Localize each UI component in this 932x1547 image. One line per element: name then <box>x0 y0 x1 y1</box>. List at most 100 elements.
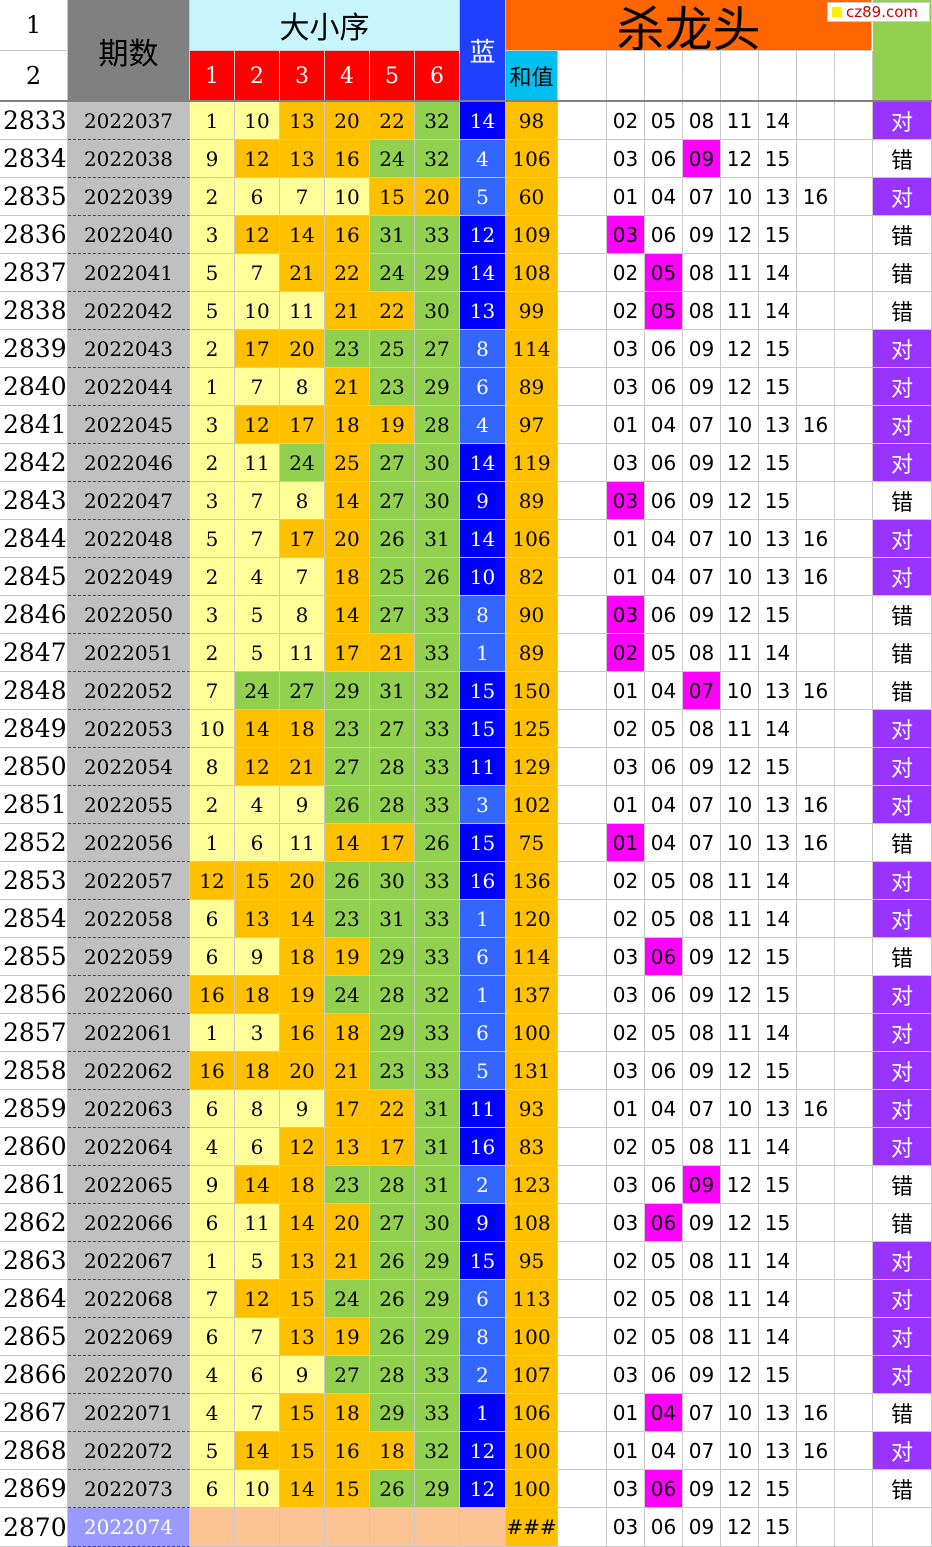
ball-cell[interactable]: 29 <box>370 1394 415 1432</box>
ball-cell[interactable]: 33 <box>415 748 460 786</box>
prediction-cell[interactable]: 09 <box>683 1356 721 1394</box>
ball-cell[interactable]: 3 <box>190 216 235 254</box>
ball-cell[interactable]: 18 <box>325 558 370 596</box>
prediction-cell[interactable]: 09 <box>683 1470 721 1508</box>
blue-ball-cell[interactable]: 15 <box>460 672 506 710</box>
ball-cell[interactable]: 19 <box>370 406 415 444</box>
ball-cell[interactable]: 14 <box>325 482 370 520</box>
empty-cell[interactable] <box>835 1280 873 1318</box>
ball-cell[interactable]: 33 <box>415 1052 460 1090</box>
ball-cell[interactable]: 7 <box>235 368 280 406</box>
prediction-cell[interactable]: 14 <box>759 1280 797 1318</box>
prediction-cell[interactable]: 12 <box>721 140 759 178</box>
blue-ball-cell[interactable]: 16 <box>460 862 506 900</box>
blue-ball-cell[interactable]: 4 <box>460 140 506 178</box>
prediction-cell[interactable]: 07 <box>683 406 721 444</box>
ball-cell[interactable]: 29 <box>325 672 370 710</box>
empty-cell[interactable] <box>558 900 607 938</box>
period-cell[interactable]: 2022060 <box>68 976 190 1014</box>
result-cell[interactable]: 错 <box>873 634 932 672</box>
blue-ball-cell[interactable]: 1 <box>460 900 506 938</box>
row-number[interactable]: 2836 <box>0 216 68 254</box>
prediction-cell[interactable]: 15 <box>759 596 797 634</box>
empty-cell[interactable] <box>558 140 607 178</box>
empty-cell[interactable] <box>558 786 607 824</box>
ball-cell[interactable]: 29 <box>415 1280 460 1318</box>
ball-cell[interactable]: 17 <box>325 1090 370 1128</box>
prediction-cell[interactable]: 03 <box>607 482 645 520</box>
prediction-cell[interactable]: 01 <box>607 786 645 824</box>
prediction-cell[interactable]: 05 <box>645 102 683 140</box>
prediction-cell[interactable]: 10 <box>721 786 759 824</box>
ball-cell[interactable]: 27 <box>415 330 460 368</box>
sum-cell[interactable]: 131 <box>506 1052 558 1090</box>
prediction-cell[interactable]: 15 <box>759 1356 797 1394</box>
empty-cell[interactable] <box>835 51 873 102</box>
ball-cell[interactable]: 6 <box>235 1128 280 1166</box>
prediction-cell[interactable]: 16 <box>797 178 835 216</box>
dxx-header[interactable]: 大小序 <box>190 0 460 51</box>
period-header[interactable]: 期数 <box>68 0 190 102</box>
prediction-cell[interactable]: 09 <box>683 938 721 976</box>
sum-cell[interactable]: 114 <box>506 938 558 976</box>
row-number[interactable]: 2858 <box>0 1052 68 1090</box>
ball-column-header[interactable]: 6 <box>415 51 460 102</box>
empty-cell[interactable] <box>558 1508 607 1547</box>
sum-cell[interactable]: 75 <box>506 824 558 862</box>
prediction-cell[interactable]: 15 <box>759 1470 797 1508</box>
period-cell[interactable]: 2022056 <box>68 824 190 862</box>
row-number[interactable]: 2841 <box>0 406 68 444</box>
prediction-cell[interactable]: 08 <box>683 1128 721 1166</box>
empty-cell[interactable] <box>558 482 607 520</box>
ball-cell[interactable] <box>235 1508 280 1547</box>
period-cell[interactable]: 2022043 <box>68 330 190 368</box>
empty-cell[interactable] <box>835 254 873 292</box>
period-cell[interactable]: 2022054 <box>68 748 190 786</box>
ball-cell[interactable]: 7 <box>235 520 280 558</box>
prediction-cell[interactable]: 08 <box>683 1014 721 1052</box>
ball-cell[interactable]: 27 <box>280 672 325 710</box>
ball-cell[interactable]: 6 <box>190 900 235 938</box>
ball-cell[interactable]: 26 <box>370 1242 415 1280</box>
empty-cell[interactable] <box>797 51 835 102</box>
prediction-cell[interactable]: 11 <box>721 1280 759 1318</box>
ball-cell[interactable]: 6 <box>235 178 280 216</box>
prediction-cell[interactable]: 09 <box>683 444 721 482</box>
prediction-cell[interactable] <box>797 482 835 520</box>
ball-cell[interactable]: 20 <box>280 862 325 900</box>
ball-cell[interactable]: 15 <box>370 178 415 216</box>
prediction-cell[interactable]: 08 <box>683 1318 721 1356</box>
ball-cell[interactable]: 32 <box>415 1432 460 1470</box>
prediction-cell[interactable]: 10 <box>721 824 759 862</box>
prediction-cell[interactable]: 14 <box>759 1318 797 1356</box>
row-label-1[interactable]: 1 <box>0 0 68 51</box>
ball-cell[interactable]: 28 <box>370 1166 415 1204</box>
sum-cell[interactable]: 120 <box>506 900 558 938</box>
prediction-cell[interactable]: 05 <box>645 1014 683 1052</box>
empty-cell[interactable] <box>835 634 873 672</box>
ball-cell[interactable]: 14 <box>325 824 370 862</box>
ball-cell[interactable]: 24 <box>370 140 415 178</box>
empty-cell[interactable] <box>835 1128 873 1166</box>
ball-column-header[interactable]: 3 <box>280 51 325 102</box>
ball-cell[interactable]: 16 <box>325 1432 370 1470</box>
ball-cell[interactable]: 16 <box>325 216 370 254</box>
ball-cell[interactable]: 10 <box>325 178 370 216</box>
prediction-cell[interactable]: 11 <box>721 1014 759 1052</box>
prediction-cell[interactable] <box>797 1356 835 1394</box>
ball-cell[interactable]: 22 <box>370 1090 415 1128</box>
result-cell[interactable]: 错 <box>873 1166 932 1204</box>
ball-cell[interactable]: 7 <box>235 482 280 520</box>
ball-cell[interactable]: 8 <box>280 482 325 520</box>
ball-cell[interactable]: 13 <box>325 1128 370 1166</box>
ball-cell[interactable]: 15 <box>280 1280 325 1318</box>
empty-cell[interactable] <box>835 672 873 710</box>
ball-cell[interactable]: 23 <box>325 1166 370 1204</box>
ball-cell[interactable]: 18 <box>325 406 370 444</box>
ball-cell[interactable] <box>280 1508 325 1547</box>
ball-cell[interactable]: 2 <box>190 786 235 824</box>
row-number[interactable]: 2833 <box>0 102 68 140</box>
prediction-cell[interactable]: 12 <box>721 976 759 1014</box>
empty-cell[interactable] <box>558 938 607 976</box>
ball-cell[interactable]: 4 <box>190 1128 235 1166</box>
